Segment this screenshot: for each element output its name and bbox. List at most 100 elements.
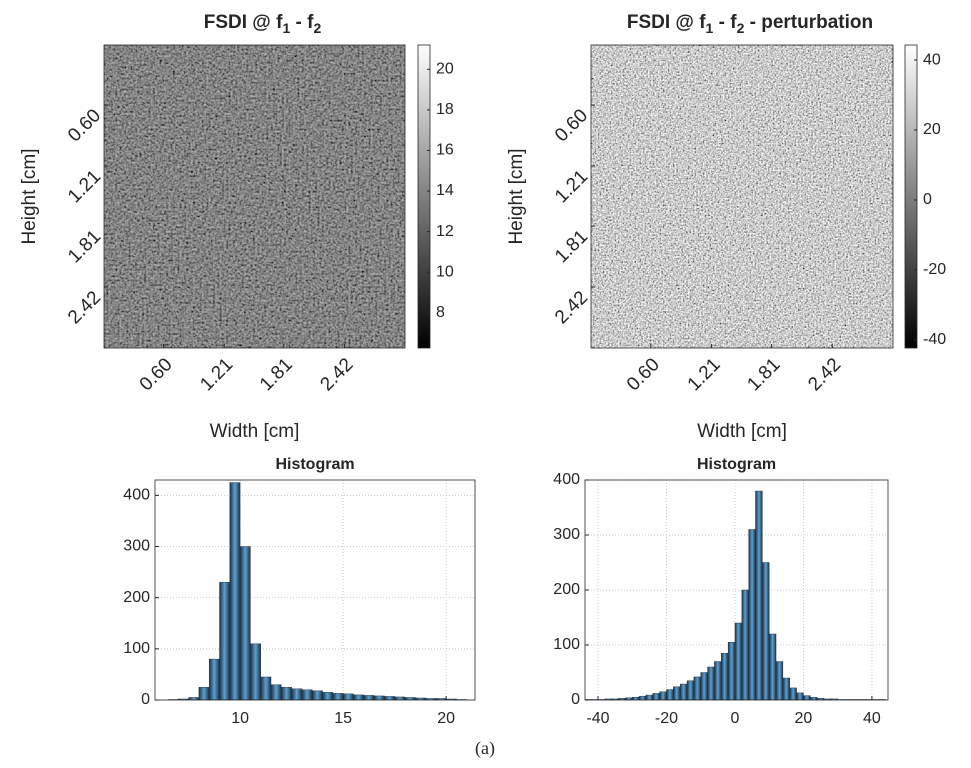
title-part: - f (290, 12, 314, 33)
y-tick-label: 1.81 (64, 226, 105, 267)
colorbar (904, 44, 918, 349)
bar (789, 687, 797, 700)
bar (748, 529, 756, 700)
x-tick-label: 10 (231, 710, 249, 727)
title-part: 1 (706, 20, 714, 36)
bar (229, 482, 241, 700)
y-tick-label: 0 (571, 691, 580, 708)
bar (775, 661, 784, 700)
bar (714, 661, 722, 700)
chart-title: Histogram (697, 456, 776, 473)
bar (250, 643, 261, 700)
bar (645, 694, 653, 700)
x-tick-label: 20 (437, 710, 455, 727)
bar (198, 687, 210, 700)
bar (755, 490, 763, 700)
title-part: FSDI @ f (204, 12, 283, 33)
bar (810, 697, 818, 700)
bar (768, 633, 777, 700)
bar (727, 642, 736, 700)
y-tick-label: 0 (141, 691, 150, 708)
colorbar-tick-label: 18 (436, 101, 454, 118)
bar (363, 695, 375, 700)
x-axis-label: Width [cm] (210, 421, 300, 442)
colorbar-tick-label: 0 (923, 191, 932, 208)
title-part: 1 (282, 20, 290, 36)
bar (394, 696, 406, 700)
x-tick-label: 20 (795, 710, 813, 727)
chart-title: Histogram (275, 456, 354, 473)
y-tick-label: 1.21 (64, 166, 105, 207)
y-axis-label: Height [cm] (19, 148, 40, 244)
bar (734, 622, 743, 700)
x-tick-label: 1.21 (196, 354, 237, 395)
bar (332, 693, 344, 700)
colorbar-tick-label: 14 (436, 182, 454, 199)
x-tick-label: 0.60 (623, 354, 664, 395)
colorbar (417, 44, 431, 349)
bar (384, 696, 395, 700)
x-tick-label: 15 (334, 710, 352, 727)
x-tick-label: 0.60 (136, 354, 177, 395)
bar (638, 695, 647, 700)
colorbar-tick-label: 16 (436, 142, 454, 159)
caption: (a) (475, 738, 495, 759)
bar (239, 546, 251, 700)
bar (700, 672, 708, 700)
bar (291, 688, 303, 700)
chart-title: FSDI @ f1 - f2 (204, 12, 322, 36)
bar (208, 658, 220, 700)
x-tick-label: 1.81 (743, 354, 784, 395)
x-tick-label: -20 (655, 710, 678, 727)
bar (673, 686, 681, 700)
colorbar-tick-label: 20 (923, 121, 941, 138)
bar (652, 693, 660, 700)
bar (632, 697, 640, 700)
bar (741, 589, 749, 700)
x-tick-label: 1.21 (684, 354, 725, 395)
bar (803, 695, 811, 700)
bar (686, 680, 695, 700)
bar (260, 676, 272, 700)
bars (167, 482, 467, 700)
bar (373, 695, 385, 700)
colorbar-tick-label: 20 (436, 61, 454, 78)
bar (312, 690, 323, 700)
bar (219, 582, 230, 700)
y-tick-label: 200 (553, 581, 580, 598)
y-tick-label: 400 (553, 471, 580, 488)
y-tick-label: 100 (553, 636, 580, 653)
title-part: - f (713, 12, 737, 33)
colorbar-tick-label: 12 (436, 223, 454, 240)
y-axis-label: Height [cm] (506, 148, 527, 244)
title-part: - perturbation (744, 12, 873, 33)
x-tick-label: 2.42 (804, 354, 845, 395)
y-tick-label: 300 (553, 526, 580, 543)
title-part: FSDI @ f (627, 12, 706, 33)
bar (693, 676, 701, 700)
y-tick-label: 200 (123, 589, 150, 606)
bar (796, 692, 804, 700)
x-axis-label: Width [cm] (697, 421, 787, 442)
y-tick-label: 100 (123, 640, 150, 657)
title-part: 2 (313, 20, 321, 36)
title-part: 2 (737, 20, 745, 36)
bar (721, 653, 729, 700)
x-tick-label: 1.81 (256, 354, 297, 395)
x-tick-label: 0 (731, 710, 740, 727)
x-tick-label: -40 (586, 710, 609, 727)
colorbar-tick-label: -20 (923, 261, 946, 278)
colorbar-tick-label: 40 (923, 51, 941, 68)
y-tick-label: 0.60 (64, 105, 105, 146)
plot-frame (154, 479, 476, 701)
image (591, 45, 893, 348)
colorbar-tick-label: 10 (436, 263, 454, 280)
bar (659, 691, 667, 700)
bar (270, 684, 282, 700)
y-tick-label: 1.21 (551, 166, 592, 207)
bars (585, 490, 886, 700)
x-tick-label: 2.42 (316, 354, 357, 395)
y-tick-label: 0.60 (551, 105, 592, 146)
colorbar-tick-label: -40 (923, 331, 946, 348)
